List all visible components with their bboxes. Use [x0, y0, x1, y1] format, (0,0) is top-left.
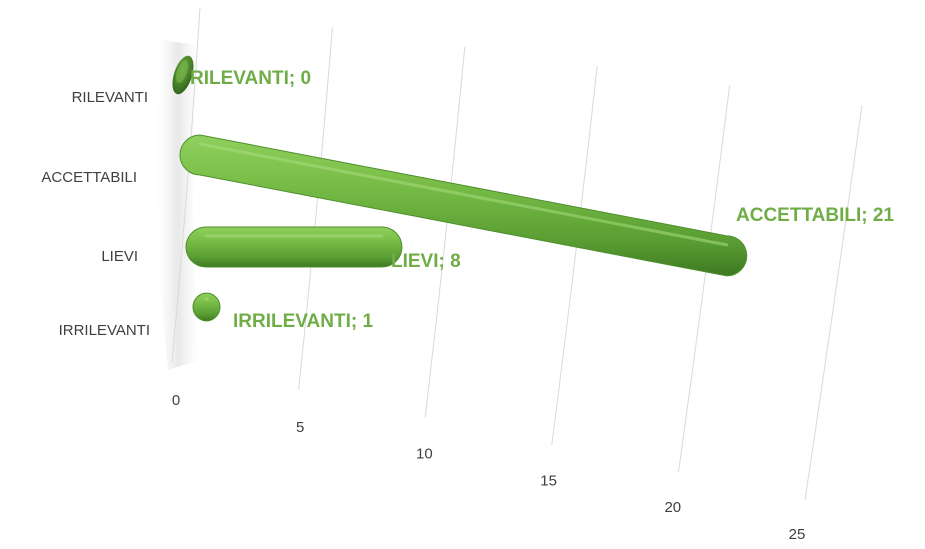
- back-wall-shading: [156, 40, 200, 370]
- bar-rilevanti: [172, 55, 194, 95]
- gridline-0: [171, 7, 201, 363]
- x-tick-label: 0: [172, 392, 180, 409]
- category-label-accettabili: ACCETTABILI: [41, 169, 137, 186]
- bar-body: [185, 226, 403, 268]
- gridline-20: [677, 85, 731, 473]
- category-labels: RILEVANTI ACCETTABILI LIEVI IRRILEVANTI: [41, 89, 150, 339]
- data-label-irrilevanti: IRRILEVANTI; 1: [233, 311, 373, 332]
- bar-body: [192, 292, 221, 322]
- category-label-rilevanti: RILEVANTI: [72, 89, 148, 106]
- bar-irrilevanti: [192, 292, 221, 322]
- gridline-10: [424, 46, 466, 418]
- wall-shadow: [156, 40, 200, 370]
- category-label-irrilevanti: IRRILEVANTI: [59, 322, 150, 339]
- gridlines: [171, 7, 863, 501]
- x-tick-label: 10: [416, 446, 433, 463]
- gridline-25: [804, 104, 863, 501]
- bar-lievi: [185, 226, 403, 268]
- gridline-15: [551, 66, 598, 445]
- x-tick-label: 25: [789, 526, 806, 543]
- x-tick-label: 20: [664, 499, 681, 516]
- x-axis-tick-labels: 0 5 10 15 20 25: [172, 392, 806, 543]
- bars: [172, 55, 748, 322]
- bar-body: [179, 134, 748, 277]
- gridline-5: [298, 27, 333, 390]
- data-label-accettabili: ACCETTABILI; 21: [736, 205, 894, 226]
- bar-highlight: [198, 142, 729, 247]
- category-label-lievi: LIEVI: [101, 248, 138, 265]
- data-labels: RILEVANTI; 0 ACCETTABILI; 21 LIEVI; 8 IRRIL…: [190, 68, 894, 332]
- x-tick-label: 5: [296, 419, 304, 436]
- bar-accettabili: [179, 134, 748, 277]
- bar-cap-highlight: [176, 60, 189, 84]
- x-tick-label: 15: [540, 472, 557, 489]
- data-label-rilevanti: RILEVANTI; 0: [190, 68, 311, 89]
- data-label-lievi: LIEVI; 8: [391, 251, 461, 272]
